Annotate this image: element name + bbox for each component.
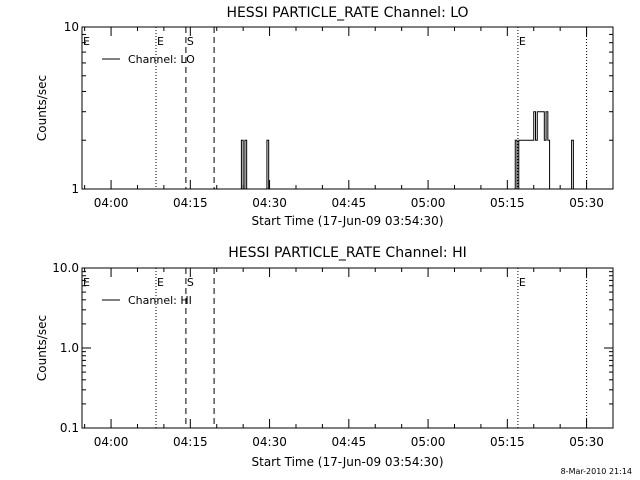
x-tick-label: 05:00: [411, 196, 446, 210]
y-axis-label: Counts/sec: [35, 75, 49, 141]
x-tick-label: 05:00: [411, 435, 446, 449]
x-axis-label: Start Time (17-Jun-09 03:54:30): [252, 455, 444, 469]
event-marker-label: S: [187, 35, 194, 48]
legend-label: Channel: LO: [128, 53, 195, 66]
x-tick-label: 05:15: [490, 196, 525, 210]
x-tick-label: 04:15: [173, 435, 208, 449]
x-tick-label: 04:45: [332, 435, 367, 449]
series-line: [240, 111, 574, 190]
x-tick-label: 04:30: [252, 435, 287, 449]
event-marker-label: E: [83, 35, 90, 48]
y-tick-label: 1.0: [60, 341, 79, 355]
plot-frame: [81, 267, 614, 429]
y-tick-label: 10.0: [52, 261, 79, 275]
x-tick-label: 04:00: [94, 435, 129, 449]
x-tick-label: 05:30: [569, 196, 604, 210]
event-marker-label: E: [157, 276, 164, 289]
x-tick-label: 04:45: [332, 196, 367, 210]
chart-title: HESSI PARTICLE_RATE Channel: HI: [228, 245, 466, 261]
legend-label: Channel: HI: [128, 294, 192, 307]
event-marker-label: E: [519, 276, 526, 289]
x-tick-label: 04:30: [252, 196, 287, 210]
x-tick-label: 05:15: [490, 435, 525, 449]
y-tick-label: 1: [71, 182, 79, 196]
event-marker-label: E: [157, 35, 164, 48]
x-axis-label: Start Time (17-Jun-09 03:54:30): [252, 214, 444, 228]
x-tick-label: 05:30: [569, 435, 604, 449]
chart-title: HESSI PARTICLE_RATE Channel: LO: [226, 5, 468, 21]
y-axis-label: Counts/sec: [35, 315, 49, 381]
event-marker-label: E: [83, 276, 90, 289]
timestamp-label: 8-Mar-2010 21:14: [560, 467, 632, 476]
y-tick-label: 10: [64, 20, 79, 34]
x-tick-label: 04:15: [173, 196, 208, 210]
x-tick-label: 04:00: [94, 196, 129, 210]
plot-frame: [81, 26, 614, 190]
event-marker-label: S: [187, 276, 194, 289]
event-marker-label: E: [519, 35, 526, 48]
y-tick-label: 0.1: [60, 421, 79, 435]
